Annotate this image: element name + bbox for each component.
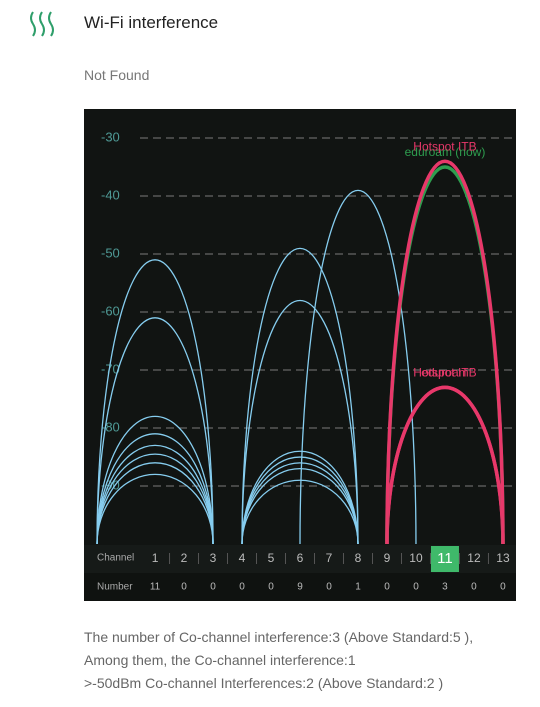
channel-tick-label: 8 xyxy=(355,551,362,565)
y-tick-label: -70 xyxy=(101,361,120,376)
signal-arc xyxy=(299,190,417,545)
footer-line: >-50dBm Co-channel Interferences:2 (Abov… xyxy=(84,675,444,691)
channel-count: 1 xyxy=(355,582,361,593)
channel-count: 0 xyxy=(210,582,216,593)
channel-count: 0 xyxy=(384,582,390,593)
channel-count: 11 xyxy=(150,582,161,593)
signal-arc xyxy=(96,462,214,545)
channel-tick-label: 13 xyxy=(496,551,510,565)
channel-count: 0 xyxy=(471,582,477,593)
channel-tick-label: 4 xyxy=(239,551,246,565)
number-row xyxy=(84,573,516,601)
y-tick-label: -60 xyxy=(101,303,120,318)
chart: Channel Number -30-40-50-60-70-80-90edur… xyxy=(84,109,516,601)
current-channel-highlight xyxy=(430,546,459,572)
channel-count: 0 xyxy=(413,582,419,593)
signal-arc xyxy=(96,453,214,545)
page-title: Wi-Fi interference xyxy=(84,13,219,32)
channel-tick-label: 1 xyxy=(152,551,159,565)
y-tick-label: -90 xyxy=(101,477,120,492)
signal-arc xyxy=(96,317,214,545)
channel-tick-label: 2 xyxy=(181,551,188,565)
channel-count: 0 xyxy=(326,582,332,593)
signal-arc xyxy=(241,299,359,545)
channel-row-label: Channel xyxy=(97,553,134,564)
signal-arc xyxy=(96,416,214,545)
channel-tick-label: 11 xyxy=(437,550,453,567)
wifi-icon xyxy=(30,11,54,37)
y-tick-label: -30 xyxy=(101,129,120,144)
channel-count: 9 xyxy=(297,582,303,593)
channel-count: 0 xyxy=(500,582,506,593)
number-row-label: Number xyxy=(97,582,133,593)
channel-tick-label: 9 xyxy=(384,551,391,565)
network-label: eduroam xyxy=(421,366,468,380)
footer-line: The number of Co-channel interference:3 … xyxy=(84,629,474,668)
channel-tick-label: 10 xyxy=(409,551,423,565)
signal-arc xyxy=(241,468,359,545)
footer: The number of Co-channel interference:3 … xyxy=(84,626,520,695)
network-label: eduroam (now) xyxy=(405,145,486,159)
status-text: Not Found xyxy=(84,67,150,83)
signal-arc xyxy=(385,160,505,545)
channel-count: 0 xyxy=(268,582,274,593)
channel-count: 0 xyxy=(181,582,187,593)
channel-tick-label: 5 xyxy=(268,551,275,565)
signal-arc xyxy=(96,259,214,545)
network-label: Hotspot ITB xyxy=(413,366,476,380)
signal-arc xyxy=(96,473,214,545)
channel-tick-label: 3 xyxy=(210,551,217,565)
signal-arc xyxy=(96,433,214,545)
y-tick-label: -40 xyxy=(101,187,120,202)
signal-arc xyxy=(241,462,359,545)
signal-arc xyxy=(241,456,359,545)
channel-count: 3 xyxy=(442,582,448,593)
y-tick-label: -50 xyxy=(101,245,120,260)
channel-tick-label: 12 xyxy=(467,551,481,565)
channel-tick-label: 6 xyxy=(297,551,304,565)
channel-count: 0 xyxy=(239,582,245,593)
signal-arc xyxy=(241,247,359,545)
signal-arc xyxy=(96,444,214,545)
network-label: Hotspot ITB xyxy=(413,139,476,153)
signal-arc xyxy=(241,450,359,545)
signal-arc xyxy=(385,385,505,545)
channel-tick-label: 7 xyxy=(326,551,333,565)
signal-arc xyxy=(241,479,359,545)
